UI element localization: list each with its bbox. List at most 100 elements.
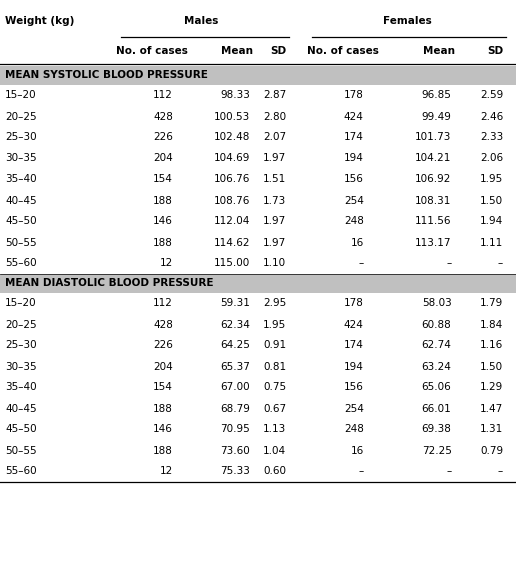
- Text: 115.00: 115.00: [214, 259, 250, 269]
- Text: 12: 12: [159, 467, 173, 476]
- Text: –: –: [446, 467, 452, 476]
- Text: 254: 254: [344, 403, 364, 413]
- Text: 62.34: 62.34: [220, 320, 250, 329]
- Text: 20–25: 20–25: [5, 112, 37, 122]
- Text: 40–45: 40–45: [5, 195, 37, 205]
- Text: 1.04: 1.04: [263, 445, 286, 456]
- Text: 104.69: 104.69: [214, 154, 250, 163]
- Text: Females: Females: [383, 16, 432, 26]
- Text: 70.95: 70.95: [220, 425, 250, 435]
- Text: 113.17: 113.17: [415, 237, 452, 247]
- Text: 100.53: 100.53: [214, 112, 250, 122]
- Text: 64.25: 64.25: [220, 341, 250, 351]
- Text: 1.95: 1.95: [480, 174, 503, 185]
- Text: 60.88: 60.88: [422, 320, 452, 329]
- Text: 45–50: 45–50: [5, 425, 37, 435]
- Text: 188: 188: [153, 195, 173, 205]
- Text: 188: 188: [153, 403, 173, 413]
- Text: 254: 254: [344, 195, 364, 205]
- Text: 156: 156: [344, 174, 364, 185]
- Text: 15–20: 15–20: [5, 90, 37, 100]
- Text: 96.85: 96.85: [422, 90, 452, 100]
- Text: 104.21: 104.21: [415, 154, 452, 163]
- Text: 1.97: 1.97: [263, 154, 286, 163]
- Text: 108.76: 108.76: [214, 195, 250, 205]
- Text: 101.73: 101.73: [415, 132, 452, 142]
- Text: 65.37: 65.37: [220, 361, 250, 371]
- Text: 67.00: 67.00: [221, 383, 250, 393]
- Text: 2.06: 2.06: [480, 154, 503, 163]
- Text: 2.95: 2.95: [263, 298, 286, 309]
- Text: 75.33: 75.33: [220, 467, 250, 476]
- Text: 248: 248: [344, 425, 364, 435]
- Text: 1.94: 1.94: [480, 217, 503, 227]
- Text: 1.29: 1.29: [480, 383, 503, 393]
- Text: –: –: [498, 259, 503, 269]
- Text: 154: 154: [153, 174, 173, 185]
- Text: 40–45: 40–45: [5, 403, 37, 413]
- Text: 20–25: 20–25: [5, 320, 37, 329]
- Text: 1.13: 1.13: [263, 425, 286, 435]
- Text: 1.97: 1.97: [263, 237, 286, 247]
- Text: 55–60: 55–60: [5, 259, 37, 269]
- Text: MEAN SYSTOLIC BLOOD PRESSURE: MEAN SYSTOLIC BLOOD PRESSURE: [5, 71, 208, 80]
- Text: 68.79: 68.79: [220, 403, 250, 413]
- Text: 248: 248: [344, 217, 364, 227]
- Text: 72.25: 72.25: [422, 445, 452, 456]
- Text: 156: 156: [344, 383, 364, 393]
- Text: 1.31: 1.31: [480, 425, 503, 435]
- Text: 174: 174: [344, 341, 364, 351]
- Text: 15–20: 15–20: [5, 298, 37, 309]
- Text: 194: 194: [344, 361, 364, 371]
- Text: 2.87: 2.87: [263, 90, 286, 100]
- Text: 1.50: 1.50: [480, 361, 503, 371]
- Text: 1.10: 1.10: [263, 259, 286, 269]
- Text: 428: 428: [153, 112, 173, 122]
- Text: 146: 146: [153, 217, 173, 227]
- Text: 178: 178: [344, 298, 364, 309]
- Text: 226: 226: [153, 132, 173, 142]
- Text: 0.91: 0.91: [263, 341, 286, 351]
- Text: 69.38: 69.38: [422, 425, 452, 435]
- Text: –: –: [359, 467, 364, 476]
- Text: 0.67: 0.67: [263, 403, 286, 413]
- Bar: [0, 274, 516, 293]
- Text: 65.06: 65.06: [422, 383, 452, 393]
- Text: 30–35: 30–35: [5, 154, 37, 163]
- Text: 112: 112: [153, 90, 173, 100]
- Text: 25–30: 25–30: [5, 132, 37, 142]
- Text: 63.24: 63.24: [422, 361, 452, 371]
- Text: 2.59: 2.59: [480, 90, 503, 100]
- Text: 428: 428: [153, 320, 173, 329]
- Text: 2.33: 2.33: [480, 132, 503, 142]
- Text: 188: 188: [153, 445, 173, 456]
- Text: 1.73: 1.73: [263, 195, 286, 205]
- Text: 106.92: 106.92: [415, 174, 452, 185]
- Text: 50–55: 50–55: [5, 237, 37, 247]
- Text: 194: 194: [344, 154, 364, 163]
- Text: 16: 16: [350, 237, 364, 247]
- Text: 1.47: 1.47: [480, 403, 503, 413]
- Text: No. of cases: No. of cases: [116, 46, 188, 56]
- Text: 35–40: 35–40: [5, 383, 37, 393]
- Text: Weight (kg): Weight (kg): [5, 16, 74, 26]
- Text: 2.80: 2.80: [263, 112, 286, 122]
- Text: 73.60: 73.60: [220, 445, 250, 456]
- Text: SD: SD: [270, 46, 287, 56]
- Text: 1.50: 1.50: [480, 195, 503, 205]
- Text: MEAN DIASTOLIC BLOOD PRESSURE: MEAN DIASTOLIC BLOOD PRESSURE: [5, 278, 214, 288]
- Text: 188: 188: [153, 237, 173, 247]
- Text: 55–60: 55–60: [5, 467, 37, 476]
- Text: 12: 12: [159, 259, 173, 269]
- Text: Males: Males: [184, 16, 218, 26]
- Text: 58.03: 58.03: [422, 298, 452, 309]
- Text: 2.07: 2.07: [263, 132, 286, 142]
- Text: 146: 146: [153, 425, 173, 435]
- Text: 204: 204: [153, 361, 173, 371]
- Text: 154: 154: [153, 383, 173, 393]
- Text: 25–30: 25–30: [5, 341, 37, 351]
- Text: 1.16: 1.16: [480, 341, 503, 351]
- Text: 45–50: 45–50: [5, 217, 37, 227]
- Text: 16: 16: [350, 445, 364, 456]
- Text: 0.60: 0.60: [263, 467, 286, 476]
